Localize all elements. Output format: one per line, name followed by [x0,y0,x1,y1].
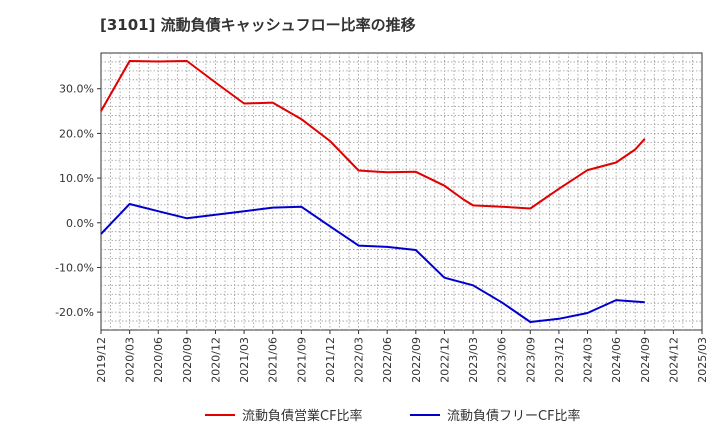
x-tick-label: 2021/06 [267,337,280,383]
y-tick-label: -20.0% [55,306,94,319]
x-tick-label: 2022/03 [353,337,366,383]
x-tick-label: 2024/12 [667,337,680,383]
series-line-2 [100,203,645,323]
y-tick-label: 0.0% [66,217,94,230]
x-tick-label: 2022/09 [410,337,423,383]
x-tick-label: 2022/06 [381,337,394,383]
y-tick-label: -10.0% [55,261,94,274]
legend-label-1: 流動負債営業CF比率 [242,408,363,424]
y-axis-ticks: -20.0% -10.0% 0.0% 10.0% 20.0% 30.0% [55,83,101,319]
legend: 流動負債営業CF比率 流動負債フリーCF比率 [205,408,581,424]
x-tick-label: 2023/09 [524,337,537,383]
chart-title: [3101] 流動負債キャッシュフロー比率の推移 [100,16,416,34]
x-tick-label: 2021/03 [238,337,251,383]
x-tick-label: 2024/09 [639,337,652,383]
plot-frame [100,52,703,331]
y-tick-label: 10.0% [59,172,94,185]
legend-label-2: 流動負債フリーCF比率 [447,408,581,424]
x-tick-label: 2024/06 [610,337,623,383]
x-axis-ticks: 2019/12 2020/03 2020/06 2020/09 2020/12 2021/… [95,330,709,383]
x-tick-label: 2023/03 [467,337,480,383]
x-tick-label: 2025/03 [696,337,709,383]
x-tick-label: 2020/09 [181,337,194,383]
x-tick-label: 2023/12 [553,337,566,383]
x-tick-label: 2019/12 [95,337,108,383]
plot-area [100,52,703,331]
x-tick-label: 2021/09 [295,337,308,383]
x-tick-label: 2021/12 [324,337,337,383]
y-tick-label: 30.0% [59,83,94,96]
x-tick-label: 2024/03 [582,337,595,383]
x-tick-label: 2020/12 [209,337,222,383]
x-tick-label: 2020/06 [152,337,165,383]
y-tick-label: 20.0% [59,127,94,140]
series-lines [100,60,646,323]
x-tick-label: 2022/12 [438,337,451,383]
grid-lines [101,53,702,330]
x-tick-label: 2020/03 [124,337,137,383]
x-tick-label: 2023/06 [496,337,509,383]
series-line-1 [100,60,646,210]
